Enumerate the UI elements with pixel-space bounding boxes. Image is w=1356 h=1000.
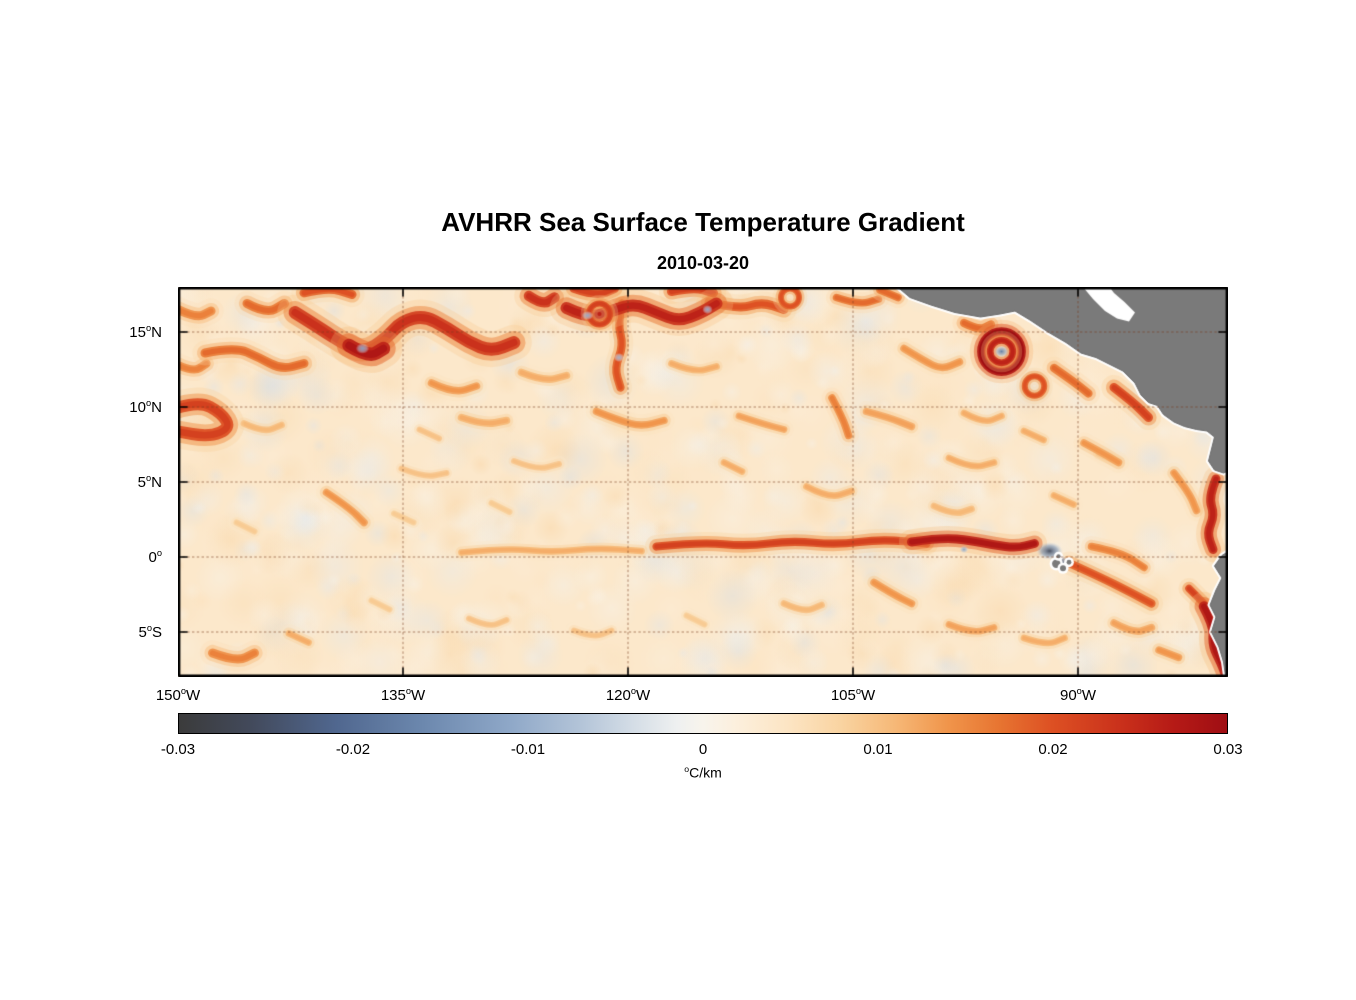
y-tick-label: 10oN xyxy=(129,398,162,416)
colorbar-tick-label: -0.03 xyxy=(160,741,196,758)
y-tick-label: 0o xyxy=(148,548,162,566)
colorbar-gradient xyxy=(178,713,1228,734)
colorbar-tick-label: 0 xyxy=(698,741,708,758)
colorbar-tick-label: -0.02 xyxy=(335,741,371,758)
x-tick-label: 105oW xyxy=(830,686,876,704)
x-axis-tick-labels: 150oW 135oW 120oW 105oW 90oW xyxy=(156,684,1228,708)
y-tick-label: 5oS xyxy=(138,623,162,641)
y-tick-label: 5oN xyxy=(137,473,162,491)
chart-date-subtitle: 2010-03-20 xyxy=(656,253,750,273)
colorbar-unit-label: oC/km xyxy=(684,764,722,781)
x-tick-label: 90oW xyxy=(1059,686,1097,704)
colorbar-tick-label: -0.01 xyxy=(510,741,546,758)
colorbar-tick-label: 0.01 xyxy=(863,741,893,758)
chart-title: AVHRR Sea Surface Temperature Gradient xyxy=(441,207,965,237)
colorbar-tick-labels: -0.03 -0.02 -0.01 0 0.01 0.02 0.03 xyxy=(161,741,1243,761)
colorbar-tick-label: 0.03 xyxy=(1213,741,1243,758)
colorbar-tick-label: 0.02 xyxy=(1038,741,1068,758)
map-plot-area xyxy=(178,287,1228,677)
x-tick-label: 150oW xyxy=(155,686,201,704)
sst-gradient-heatmap-canvas xyxy=(178,287,1228,677)
y-tick-label: 15oN xyxy=(129,323,162,341)
x-tick-label: 135oW xyxy=(380,686,426,704)
y-axis-tick-labels: 15oN 10oN 5oN 0o 5oS xyxy=(80,287,170,677)
x-tick-label: 120oW xyxy=(605,686,651,704)
